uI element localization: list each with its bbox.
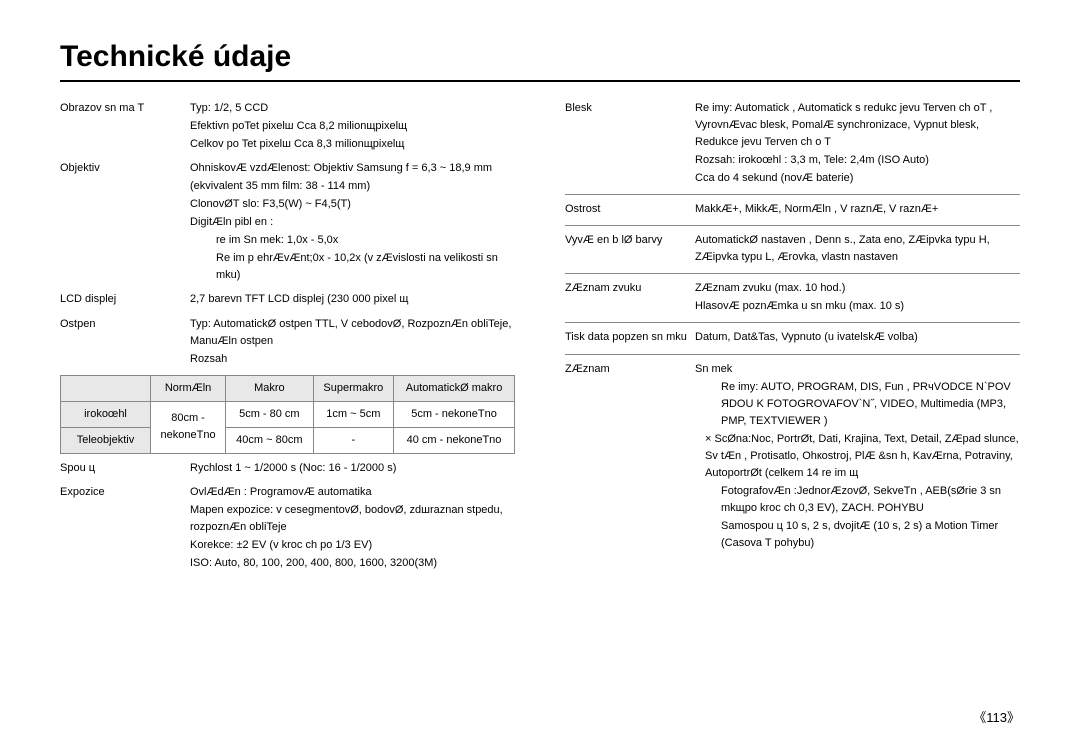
table-row: NormÆln Makro Supermakro AutomatickØ mak… — [61, 375, 515, 401]
text-line: AutomatickØ nastaven , Denn s., Zata eno… — [695, 232, 1020, 266]
text-line: OvlÆdÆn : ProgramovÆ automatika — [190, 484, 515, 501]
text-line: Korekce: ±2 EV (v kroc ch po 1/3 EV) — [190, 537, 515, 554]
spec-value: Sn mek Re imy: AUTO, PROGRAM, DIS, Fun ,… — [695, 361, 1020, 554]
table-header-diag — [61, 375, 151, 401]
spec-value: MakkÆ+, MikkÆ, NormÆln , V raznÆ, V razn… — [695, 201, 1020, 219]
left-column: Obrazov sn ma T Typ: 1/2, 5 CCD Efektivn… — [60, 100, 515, 579]
table-row: Teleobjektiv 40cm ~ 80cm - 40 cm - nekon… — [61, 427, 515, 453]
text-line: Re im p ehrÆvÆnt;0x - 10,2x (v zÆvislost… — [190, 250, 515, 284]
spec-lcd: LCD displej 2,7 barevn TFT LCD displej (… — [60, 291, 515, 309]
table-row: irokoœhl 80cm - nekoneTno 5cm - 80 cm 1c… — [61, 401, 515, 427]
spec-label: Objektiv — [60, 160, 190, 285]
page-number: 113 — [973, 707, 1020, 726]
table-rowhead: Teleobjektiv — [61, 427, 151, 453]
spec-sharpness: Ostrost MakkÆ+, MikkÆ, NormÆln , V raznÆ… — [565, 201, 1020, 219]
spec-lens: Objektiv OhniskovÆ vzdÆlenost: Objektiv … — [60, 160, 515, 285]
spec-label: Blesk — [565, 100, 695, 188]
right-column: Blesk Re imy: Automatick , Automatick s … — [565, 100, 1020, 579]
table-rowhead: irokoœhl — [61, 401, 151, 427]
spec-label: ZÆznam zvuku — [565, 280, 695, 316]
spec-value: 2,7 barevn TFT LCD displej (230 000 pixe… — [190, 291, 515, 309]
text-line: Typ: 1/2, 5 CCD — [190, 100, 515, 117]
spec-exposure: Expozice OvlÆdÆn : ProgramovÆ automatika… — [60, 484, 515, 573]
table-header: Makro — [226, 375, 314, 401]
page-title: Technické údaje — [60, 40, 1020, 82]
text-line: ZÆznam zvuku (max. 10 hod.) — [695, 280, 1020, 297]
spec-value: Datum, Dat&Tas, Vypnuto (u ivatelskÆ vol… — [695, 329, 1020, 347]
spec-value: Re imy: Automatick , Automatick s redukc… — [695, 100, 1020, 188]
text-line: Samospou ц 10 s, 2 s, dvojitÆ (10 s, 2 s… — [695, 518, 1020, 552]
table-cell: 5cm - 80 cm — [226, 401, 314, 427]
spec-label: Expozice — [60, 484, 190, 573]
spec-value: OvlÆdÆn : ProgramovÆ automatika Mapen ex… — [190, 484, 515, 573]
spec-value: Rychlost 1 ~ 1/2000 s (Noc: 16 - 1/2000 … — [190, 460, 515, 478]
text-line: OhniskovÆ vzdÆlenost: Objektiv Samsung f… — [190, 160, 515, 177]
table-cell: - — [313, 427, 393, 453]
spec-value: AutomatickØ nastaven , Denn s., Zata eno… — [695, 232, 1020, 267]
text-line: Re imy: Automatick , Automatick s redukc… — [695, 100, 1020, 151]
spec-printdate: Tisk data popzen sn mku Datum, Dat&Tas, … — [565, 329, 1020, 347]
table-cell: 80cm - nekoneTno — [151, 401, 226, 453]
spec-value: Typ: AutomatickØ ostpen TTL, V cebodovØ,… — [190, 316, 515, 369]
text-line: MakkÆ+, MikkÆ, NormÆln , V raznÆ, V razn… — [695, 201, 1020, 218]
divider — [565, 225, 1020, 226]
spec-label: Ostrost — [565, 201, 695, 219]
text-line: Rychlost 1 ~ 1/2000 s (Noc: 16 - 1/2000 … — [190, 460, 515, 477]
spec-value: Typ: 1/2, 5 CCD Efektivn poTet pixelш Cc… — [190, 100, 515, 154]
spec-shutter: Spou ц Rychlost 1 ~ 1/2000 s (Noc: 16 - … — [60, 460, 515, 478]
spec-value: ZÆznam zvuku (max. 10 hod.) HlasovÆ pozn… — [695, 280, 1020, 316]
text-line: Datum, Dat&Tas, Vypnuto (u ivatelskÆ vol… — [695, 329, 1020, 346]
spec-sensor: Obrazov sn ma T Typ: 1/2, 5 CCD Efektivn… — [60, 100, 515, 154]
divider — [565, 322, 1020, 323]
text-line: DigitÆln pibl en : — [190, 214, 515, 231]
text-line: 80cm - — [157, 410, 219, 427]
text-line: 2,7 barevn TFT LCD displej (230 000 pixe… — [190, 291, 515, 308]
text-line: Cca do 4 sekund (novÆ baterie) — [695, 170, 1020, 187]
text-line: nekoneTno — [157, 427, 219, 444]
spec-focus: Ostpen Typ: AutomatickØ ostpen TTL, V ce… — [60, 316, 515, 369]
text-line: Mapen expozice: v cesegmentovØ, bodovØ, … — [190, 502, 515, 536]
text-line: Typ: AutomatickØ ostpen TTL, V cebodovØ,… — [190, 316, 515, 350]
spec-flash: Blesk Re imy: Automatick , Automatick s … — [565, 100, 1020, 188]
text-line: ClonovØT slo: F3,5(W) ~ F4,5(T) — [190, 196, 515, 213]
spec-label: Ostpen — [60, 316, 190, 369]
divider — [565, 194, 1020, 195]
spec-label: Spou ц — [60, 460, 190, 478]
divider — [565, 273, 1020, 274]
text-line: Rozsah — [190, 351, 515, 368]
table-header: AutomatickØ makro — [394, 375, 515, 401]
text-line: (ekvivalent 35 mm film: 38 - 114 mm) — [190, 178, 515, 195]
spec-label: ZÆznam — [565, 361, 695, 554]
spec-label: Obrazov sn ma T — [60, 100, 190, 154]
spec-label: Tisk data popzen sn mku — [565, 329, 695, 347]
table-cell: 40cm ~ 80cm — [226, 427, 314, 453]
text-line: ISO: Auto, 80, 100, 200, 400, 800, 1600,… — [190, 555, 515, 572]
table-cell: 1cm ~ 5cm — [313, 401, 393, 427]
text-line: FotografovÆn :JednorÆzovØ, SekveTn , AEB… — [695, 483, 1020, 517]
spec-label: LCD displej — [60, 291, 190, 309]
text-line: Efektivn poTet pixelш Cca 8,2 milionщpix… — [190, 118, 515, 135]
text-line: Sn mek — [695, 361, 1020, 378]
text-line: Celkov po Tet pixelш Cca 8,3 milionщpixe… — [190, 136, 515, 153]
divider — [565, 354, 1020, 355]
spec-value: OhniskovÆ vzdÆlenost: Objektiv Samsung f… — [190, 160, 515, 285]
text-line: Re imy: AUTO, PROGRAM, DIS, Fun , PRчVOD… — [695, 379, 1020, 430]
text-line: Rozsah: irokoœhl : 3,3 m, Tele: 2,4m (IS… — [695, 152, 1020, 169]
spec-sound: ZÆznam zvuku ZÆznam zvuku (max. 10 hod.)… — [565, 280, 1020, 316]
text-line: × ScØna:Noc, PortrØt, Dati, Krajina, Tex… — [695, 431, 1020, 482]
text-line: re im Sn mek: 1,0x - 5,0x — [190, 232, 515, 249]
table-cell: 40 cm - nekoneTno — [394, 427, 515, 453]
spec-whitebalance: VyvÆ en b lØ barvy AutomatickØ nastaven … — [565, 232, 1020, 267]
spec-label: VyvÆ en b lØ barvy — [565, 232, 695, 267]
table-header: Supermakro — [313, 375, 393, 401]
table-header: NormÆln — [151, 375, 226, 401]
table-cell: 5cm - nekoneTno — [394, 401, 515, 427]
content-columns: Obrazov sn ma T Typ: 1/2, 5 CCD Efektivn… — [60, 100, 1020, 579]
focus-range-table: NormÆln Makro Supermakro AutomatickØ mak… — [60, 375, 515, 454]
spec-record: ZÆznam Sn mek Re imy: AUTO, PROGRAM, DIS… — [565, 361, 1020, 554]
text-line: HlasovÆ poznÆmka u sn mku (max. 10 s) — [695, 298, 1020, 315]
